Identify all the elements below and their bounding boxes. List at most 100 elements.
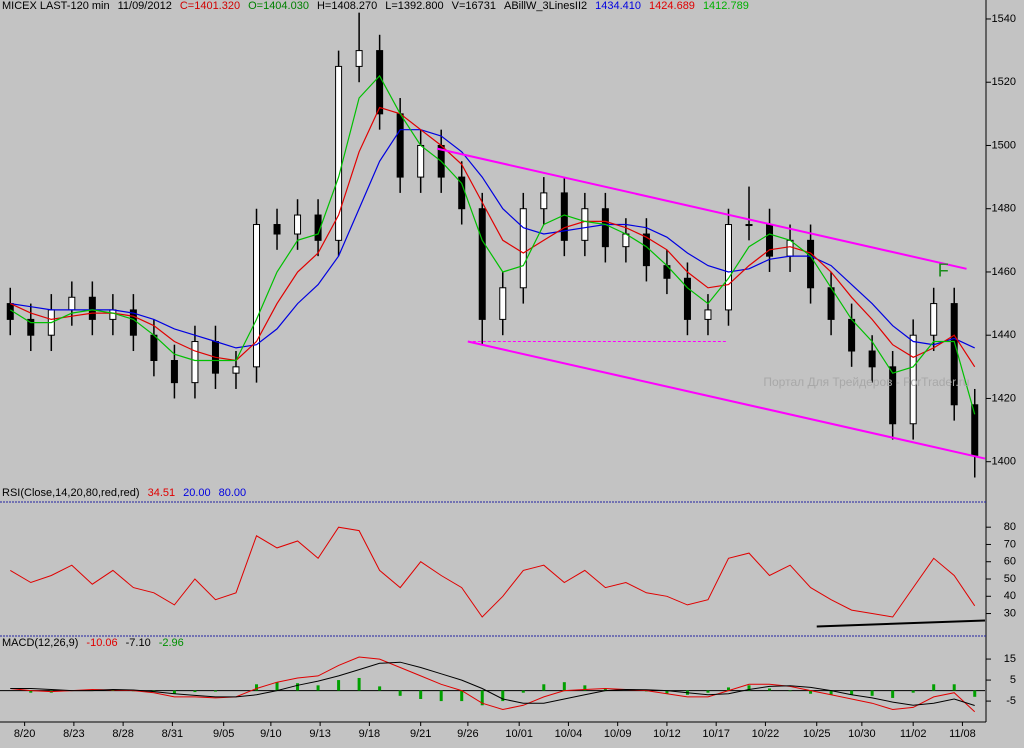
header-text: 34.51 [148, 487, 176, 499]
x-tick-label: 10/25 [803, 728, 831, 740]
candle-body [581, 208, 589, 241]
histogram-bar [357, 677, 361, 691]
histogram-bar [665, 690, 669, 694]
candle-body [519, 208, 527, 289]
x-tick-label: 10/01 [505, 728, 533, 740]
histogram-bar [296, 683, 300, 691]
annotation: F [938, 261, 949, 281]
histogram-bar [603, 688, 607, 691]
header-text: MICEX LAST-120 min [2, 0, 110, 12]
candle-body [848, 318, 856, 352]
x-tick-label: 8/28 [112, 728, 133, 740]
x-tick-label: 10/22 [752, 728, 780, 740]
header-text: -10.06 [86, 637, 117, 649]
series-line [10, 661, 975, 706]
histogram-bar [419, 690, 423, 699]
candle-body [150, 334, 158, 362]
candle-body [827, 287, 835, 320]
histogram-bar [788, 690, 792, 692]
x-tick-label: 10/17 [702, 728, 730, 740]
y-tick-label: 1500 [992, 139, 1016, 151]
y-tick-label: 1440 [992, 329, 1016, 341]
candle-body [417, 144, 425, 178]
x-tick-label: 9/21 [410, 728, 431, 740]
histogram-bar [316, 685, 320, 691]
series-line [10, 526, 976, 618]
header-text: L=1392.800 [385, 0, 443, 12]
candle-body [294, 214, 302, 235]
x-tick-label: 11/08 [949, 728, 976, 740]
histogram-bar [337, 680, 341, 691]
y-tick-label: 50 [1004, 573, 1016, 585]
histogram-bar [706, 690, 710, 693]
candle-body [745, 224, 753, 227]
candle-body [376, 50, 384, 115]
histogram-bar [747, 685, 751, 691]
header-text: O=1404.030 [248, 0, 309, 12]
x-tick-label: 9/18 [359, 728, 380, 740]
histogram-bar [952, 684, 956, 691]
header-text: 1412.789 [703, 0, 749, 12]
x-tick-label: 10/04 [555, 728, 583, 740]
header-text: V=16731 [452, 0, 496, 12]
header-text: RSI(Close,14,20,80,red,red) [2, 487, 140, 499]
candle-body [499, 287, 507, 320]
header-text: 20.00 [183, 487, 211, 499]
candle-body [88, 296, 96, 320]
y-tick-label: 80 [1004, 521, 1016, 533]
histogram-bar [172, 690, 176, 694]
candle-body [807, 239, 815, 289]
histogram-bar [768, 688, 772, 691]
histogram-bar [480, 690, 484, 706]
candle-body [724, 224, 732, 311]
candle-body [129, 309, 137, 336]
header-text: C=1401.320 [180, 0, 240, 12]
x-tick-label: 10/12 [653, 728, 681, 740]
histogram-bar [398, 690, 402, 696]
histogram-bar [460, 690, 464, 702]
x-tick-label: 9/05 [213, 728, 234, 740]
histogram-bar [562, 682, 566, 691]
histogram-bar [583, 685, 587, 691]
candle-body [314, 214, 322, 241]
header-text: 1424.689 [649, 0, 695, 12]
header-text: 1434.410 [595, 0, 641, 12]
y-tick-label: -5 [1006, 695, 1016, 707]
y-tick-label: 1460 [992, 266, 1016, 278]
candle-body [170, 360, 178, 384]
y-tick-label: 5 [1010, 674, 1016, 686]
x-tick-label: 10/30 [848, 728, 876, 740]
header-text: 80.00 [219, 487, 247, 499]
x-tick-label: 11/02 [900, 728, 927, 740]
x-tick-label: 8/20 [14, 728, 35, 740]
y-tick-label: 1520 [992, 76, 1016, 88]
candle-body [683, 277, 691, 320]
histogram-bar [542, 684, 546, 691]
candle-body [909, 334, 917, 425]
histogram-bar [501, 690, 505, 702]
candle-body [335, 65, 343, 241]
x-tick-label: 9/26 [457, 728, 478, 740]
histogram-bar [870, 690, 874, 696]
candle-body [232, 366, 240, 374]
histogram-bar [891, 690, 895, 698]
histogram-bar [378, 686, 382, 691]
y-tick-label: 15 [1004, 653, 1016, 665]
y-tick-label: 70 [1004, 538, 1016, 550]
candle-body [868, 350, 876, 368]
candle-body [950, 303, 958, 406]
x-tick-label: 9/10 [260, 728, 281, 740]
candle-body [27, 318, 35, 336]
header-text: MACD(12,26,9) [2, 637, 78, 649]
trendline [816, 619, 986, 628]
candle-body [478, 208, 486, 320]
candle-body [396, 113, 404, 178]
histogram-bar [973, 690, 977, 697]
histogram-bar [521, 690, 525, 693]
histogram-bar [439, 690, 443, 702]
histogram-bar [911, 690, 915, 693]
trendline [467, 340, 986, 460]
header-text: ABillW_3LinesII2 [504, 0, 587, 12]
